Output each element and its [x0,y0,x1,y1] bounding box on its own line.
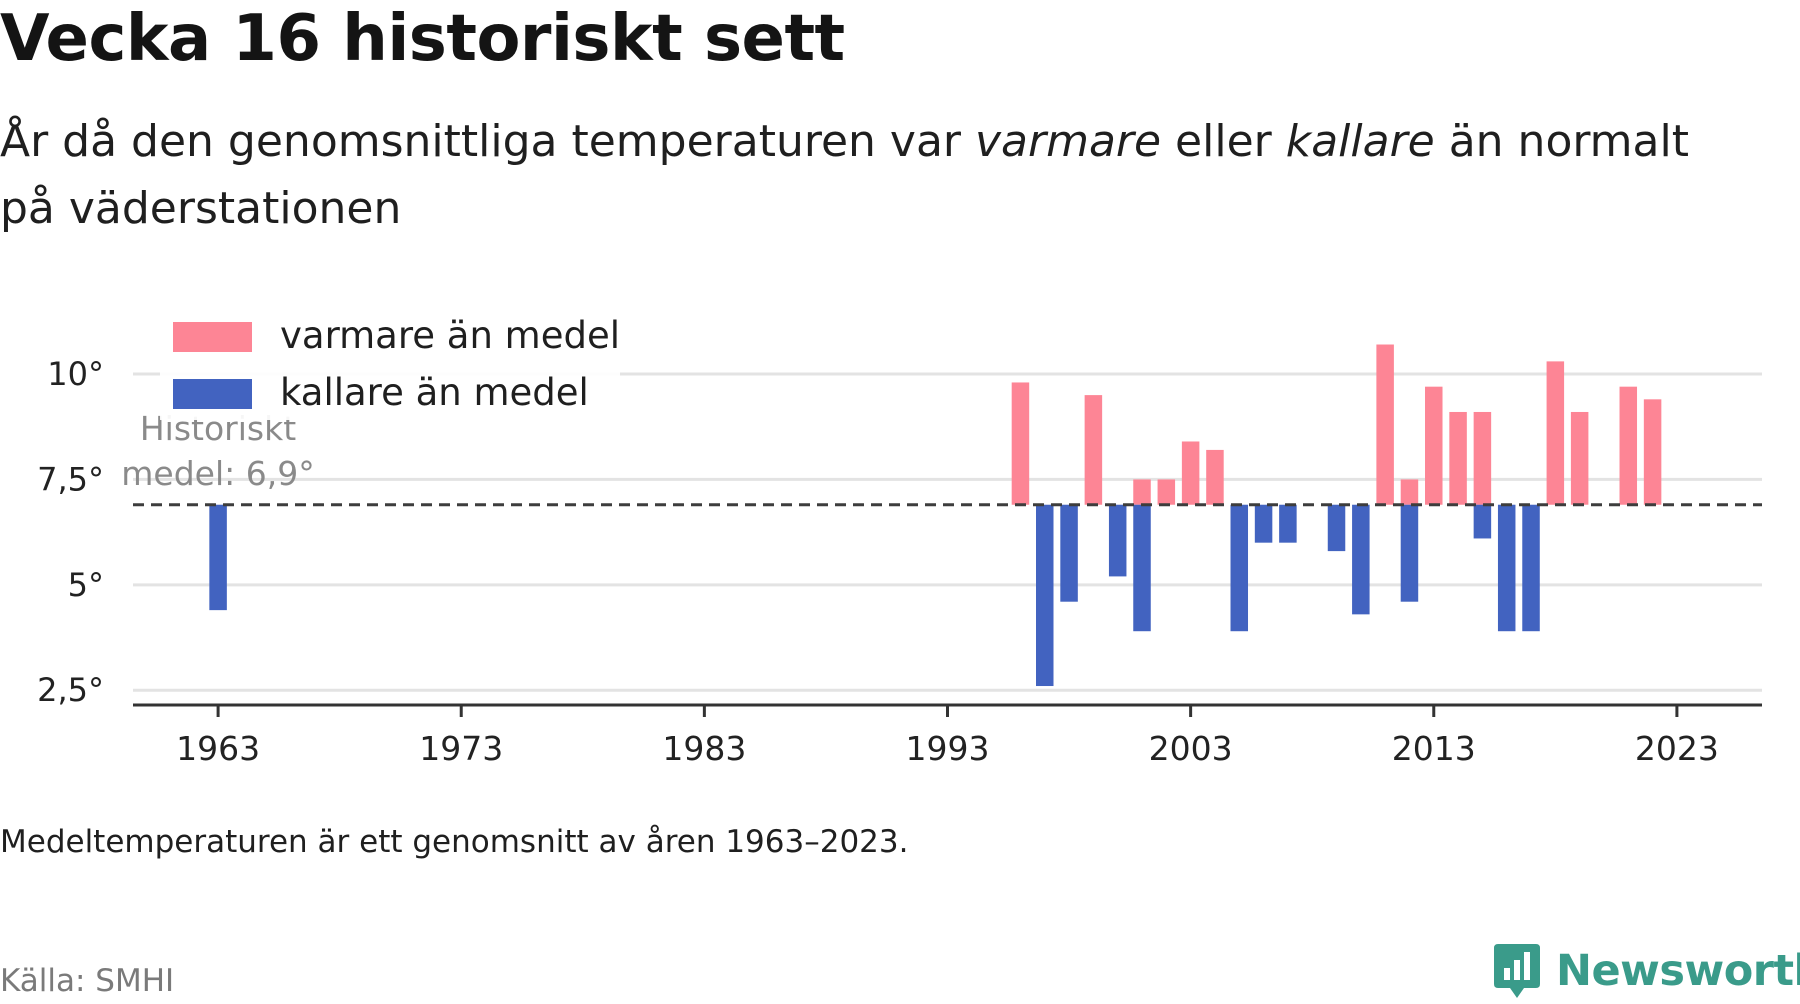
bar-cold [1497,504,1516,632]
bar-warm [1011,382,1030,505]
x-tick-label: 2013 [1392,729,1476,768]
bar-warm [1643,399,1662,505]
bar-cold [1108,504,1127,577]
x-tick-label: 2003 [1149,729,1233,768]
bar-warm [1181,441,1200,505]
bar-warm [1449,411,1467,505]
mean-annotation-line2: medel: 6,9° [121,454,314,493]
chart-title: Vecka 16 historiskt sett [0,2,845,76]
source-label: Källa: SMHI [0,963,175,999]
x-tick-label: 1973 [419,729,503,768]
subtitle-part2: eller [1161,116,1286,167]
bar-warm [1133,479,1151,505]
bar-warm [1546,361,1565,505]
y-tick-label: 5° [68,566,104,604]
subtitle-part1: År då den genomsnittliga temperaturen va… [0,116,975,167]
bar-cold [1327,504,1346,552]
x-tick-label: 1983 [662,729,746,768]
bar-cold [1230,504,1249,632]
bar-warm [1084,395,1103,505]
bar-cold [1522,504,1540,632]
y-tick-label: 2,5° [37,671,104,709]
temperature-bar-chart: 2,5° 5° 7,5° 10° 1963 1973 1983 1993 2003 2013 202… [37,314,1762,768]
bar-cold [1060,504,1078,602]
y-tick-label: 10° [47,355,104,393]
bar-warm [1619,386,1638,505]
x-tick-label: 1963 [176,729,260,768]
newsworthy-logo-icon [1494,944,1540,998]
legend-label-warm: varmare än medel [280,314,620,357]
bar-warm [1376,344,1394,505]
bar-warm [1206,449,1224,505]
bar-warm [1473,411,1492,505]
bar-warm [1570,411,1589,505]
x-tick-label: 2023 [1635,729,1719,768]
bar-cold [1279,504,1297,543]
subtitle-part3: än normalt på väderstationen [0,116,1689,234]
footnote: Medeltemperaturen är ett genomsnitt av å… [0,824,909,860]
brand-name: Newsworthy [1556,946,1800,996]
bar-cold [209,504,227,611]
bar-cold [1352,504,1370,615]
legend-label-cold: kallare än medel [280,371,589,414]
bar-warm [1400,479,1419,505]
bar-warm [1425,386,1443,505]
subtitle-warm-word: varmare [974,116,1162,167]
bar-cold [1133,504,1151,632]
bar-cold [1254,504,1273,543]
subtitle-cold-word: kallare [1285,116,1435,167]
chart-subtitle: År då den genomsnittliga temperaturen va… [0,108,1720,242]
brand-logo: Newsworthy [1492,938,1800,1004]
bar-cold [1036,504,1054,687]
legend-swatch-cold [173,379,252,409]
y-tick-label: 7,5° [37,460,104,498]
legend-swatch-warm [173,322,252,352]
bar-cold [1473,504,1492,539]
x-tick-label: 1993 [906,729,990,768]
bar-cold [1400,504,1419,602]
bar-warm [1157,479,1176,505]
